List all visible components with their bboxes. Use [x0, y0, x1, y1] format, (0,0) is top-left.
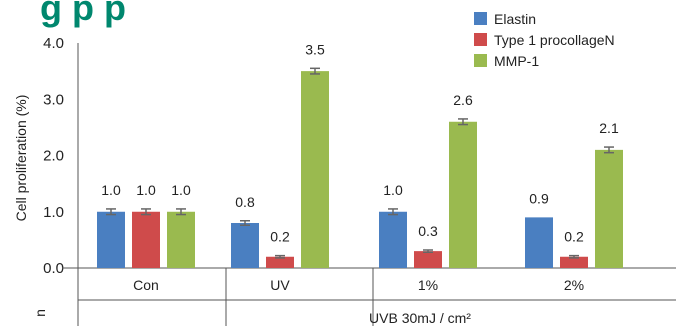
left-marker-label: n — [32, 309, 48, 317]
data-label: 0.2 — [564, 229, 584, 245]
data-label: 1.0 — [136, 182, 156, 198]
bar-elastin — [97, 211, 125, 268]
bar-type-1-procollagen — [414, 251, 442, 268]
category-label: Con — [133, 277, 159, 293]
data-label: 1.0 — [383, 182, 403, 198]
data-label: 0.2 — [270, 229, 290, 245]
bar-mmp-1 — [167, 211, 195, 268]
category-label: UV — [270, 277, 290, 293]
bar-elastin — [231, 223, 259, 268]
chart-title-fragment: g p p — [40, 0, 126, 28]
legend: Elastin Type 1 procollageN MMP-1 — [474, 11, 615, 69]
y-tick-label: 1.0 — [43, 204, 64, 221]
data-label: 1.0 — [101, 182, 121, 198]
bar-mmp-1 — [595, 149, 623, 268]
y-tick-label: 2.0 — [43, 148, 64, 165]
bar-type-1-procollagen — [132, 211, 160, 268]
y-tick-label: 0.0 — [43, 260, 64, 277]
bar-mmp-1 — [301, 71, 329, 268]
y-axis-label: Cell proliferation (%) — [13, 95, 29, 222]
category-label: 2% — [564, 277, 584, 293]
category-label: 1% — [418, 277, 438, 293]
data-label: 0.3 — [418, 223, 438, 239]
legend-label: Type 1 procollageN — [494, 32, 615, 48]
bar-elastin — [379, 211, 407, 268]
data-label: 0.9 — [529, 190, 549, 206]
bar-elastin — [525, 217, 553, 268]
bar-mmp-1 — [449, 121, 477, 268]
legend-label: MMP-1 — [494, 53, 539, 69]
legend-swatch — [474, 33, 487, 46]
data-label: 1.0 — [171, 182, 191, 198]
y-tick-label: 3.0 — [43, 91, 64, 108]
bar-type-1-procollagen — [560, 256, 588, 268]
data-label: 2.6 — [453, 92, 473, 108]
legend-swatch — [474, 54, 487, 67]
legend-swatch — [474, 12, 487, 25]
legend-label: Elastin — [494, 11, 536, 27]
data-label: 3.5 — [305, 41, 325, 57]
data-label: 2.1 — [599, 120, 619, 136]
x-group-label: UVB 30mJ / cm² — [369, 310, 471, 326]
data-label: 0.8 — [235, 194, 255, 210]
y-tick-label: 4.0 — [43, 35, 64, 52]
bar-type-1-procollagen — [266, 256, 294, 268]
